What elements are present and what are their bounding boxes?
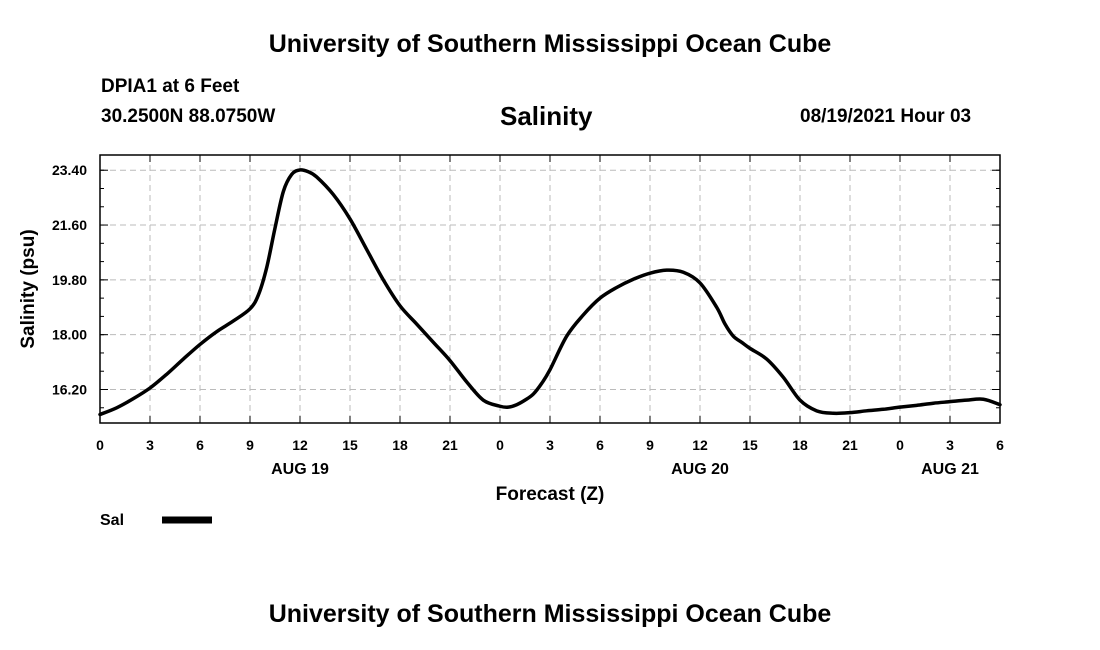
day-label: AUG 20 — [671, 461, 729, 478]
x-tick-label: 21 — [442, 437, 458, 453]
y-tick-label: 23.40 — [52, 162, 87, 178]
footer-title: University of Southern Mississippi Ocean… — [268, 600, 832, 628]
series-line-sal — [98, 168, 1002, 417]
y-axis-label: Salinity (psu) — [18, 229, 39, 348]
station-label: DPIA1 at 6 Feet — [101, 76, 240, 97]
x-tick-label: 3 — [546, 437, 554, 453]
day-label: AUG 21 — [921, 461, 979, 478]
plot-frame — [99, 154, 1001, 424]
chart-title: Salinity — [500, 101, 593, 131]
x-tick-label: 21 — [842, 437, 858, 453]
x-tick-label: 6 — [996, 437, 1004, 453]
y-tick-label: 21.60 — [52, 217, 87, 233]
x-tick-label: 3 — [946, 437, 954, 453]
x-tick-label: 15 — [742, 437, 758, 453]
x-tick-label: 12 — [692, 437, 708, 453]
axis-layer — [99, 154, 1001, 424]
x-tick-label: 15 — [342, 437, 358, 453]
y-tick-label: 18.00 — [52, 327, 87, 343]
x-tick-label: 6 — [596, 437, 604, 453]
series-layer — [98, 168, 1002, 417]
x-tick-label: 18 — [392, 437, 408, 453]
y-tick-label: 16.20 — [52, 382, 87, 398]
legend-label: Sal — [100, 512, 124, 529]
x-tick-label: 18 — [792, 437, 808, 453]
station-coordinates: 30.2500N 88.0750W — [101, 106, 276, 127]
x-tick-label: 0 — [496, 437, 504, 453]
x-axis-label: Forecast (Z) — [496, 484, 605, 505]
label-layer: 0 3 6 9 12 15 18 21 0 3 6 9 12 15 18 21 0 3 6 16.20 18.00 19.… — [18, 162, 1004, 505]
legend: Sal — [100, 512, 212, 529]
x-tick-label: 6 — [196, 437, 204, 453]
x-tick-label: 9 — [246, 437, 254, 453]
x-tick-label: 3 — [146, 437, 154, 453]
y-tick-label: 19.80 — [52, 272, 87, 288]
grid-layer — [100, 155, 1000, 423]
header-title: University of Southern Mississippi Ocean… — [268, 30, 832, 58]
x-tick-label: 0 — [96, 437, 104, 453]
x-tick-label: 9 — [646, 437, 654, 453]
x-tick-label: 12 — [292, 437, 308, 453]
day-label: AUG 19 — [271, 461, 329, 478]
forecast-datetime: 08/19/2021 Hour 03 — [800, 106, 972, 127]
x-tick-label: 0 — [896, 437, 904, 453]
